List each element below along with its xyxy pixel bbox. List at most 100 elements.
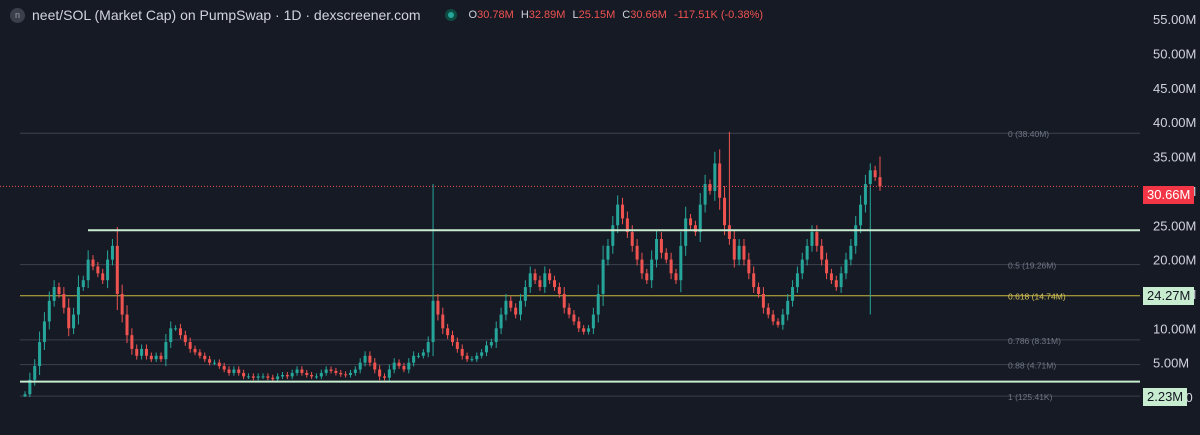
candle-body [169,328,173,343]
candle-body [757,287,761,294]
candle-body [703,184,707,205]
candle-body [106,259,110,281]
candle-body [188,342,192,349]
candle-body [849,245,853,260]
lower-level-tag[interactable]: 2.23M [1143,388,1188,406]
candle-body [363,355,367,363]
candle-body [659,238,663,253]
candle-body [698,204,702,233]
candle-body [650,259,654,281]
fib-level-label: 0.5 (19.26M) [1008,261,1056,271]
candle-body [732,238,736,260]
candle-body [261,376,265,378]
candle-body [436,300,440,315]
candle-body [344,374,348,376]
candle-body [786,300,790,315]
candle-body [557,287,561,294]
y-tick-label: 35.00M [1153,150,1196,165]
candle-body [23,394,27,397]
fib-level-label: 0 (38.40M) [1008,129,1049,139]
candle-body [562,293,566,308]
current-price-tag[interactable]: 30.66M [1143,186,1195,204]
candle-body [110,245,114,260]
candle-body [489,342,493,346]
candle-body [159,355,163,360]
candle-body [47,300,51,322]
candle-body [854,225,858,246]
ohlc-low-value: 25.15M [578,9,616,21]
candle-body [203,355,207,360]
candle-body [815,232,819,246]
candle-body [144,348,148,356]
candle-body [708,184,712,191]
candle-body [460,348,464,356]
candle-body [242,372,246,377]
fib-level-label: 0.88 (4.71M) [1008,361,1056,371]
candle-body [878,177,882,187]
candle-body [805,245,809,260]
candle-body [737,245,741,260]
candle-body [33,366,37,380]
candle-body [674,273,678,281]
candle-body [504,300,508,315]
ohlc-readout: O30.78M H32.89M L25.15M C30.66M -117.51K… [469,9,763,21]
ohlc-open-key: O [468,9,478,21]
y-tick-label: 10.00M [1153,321,1196,336]
candle-body [499,314,503,329]
candle-body [791,287,795,301]
candle-body [640,259,644,274]
candle-body [154,355,158,360]
candle-body [625,218,629,233]
candle-body [616,204,620,226]
candle-body [825,259,829,274]
fib-level-label: 0.786 (8.31M) [1008,336,1061,346]
candle-body [771,314,775,322]
candle-body [742,245,746,260]
candle-body [868,170,872,185]
candle-body [285,375,289,377]
candle-body [820,245,824,260]
candle-body [450,335,455,343]
candle-body [28,379,32,395]
ohlc-low-key: L [572,9,579,21]
candle-body [227,369,231,373]
candle-body [353,369,357,373]
candle-body [232,369,236,373]
candle-body [601,259,605,294]
y-tick-label: 40.00M [1153,115,1196,130]
candle-body [57,287,61,294]
candle-body [630,232,634,246]
candle-body [494,328,498,343]
ohlc-close-key: C [622,9,631,21]
candle-body [863,184,867,205]
candle-body [125,314,129,336]
candle-body [810,232,814,246]
candle-body [426,342,430,353]
y-tick-label: 45.00M [1153,81,1196,96]
ohlc-high-key: H [520,9,529,21]
candle-body [358,362,362,370]
candle-body [684,218,688,246]
candle-body [183,335,187,343]
candle-body [553,280,557,288]
candle-body [217,362,221,367]
candle-body [519,300,523,315]
y-tick-label: 25.00M [1153,218,1196,233]
candle-body [577,321,581,329]
candle-body [766,307,770,315]
candle-body [387,369,391,378]
candle-body [38,342,42,367]
candle-body [446,328,450,336]
candle-body [416,355,421,357]
upper-level-tag[interactable]: 24.27M [1143,287,1195,305]
candle-body [276,376,280,380]
candle-body [484,345,489,353]
candle-body [402,366,406,370]
candle-body [606,245,610,260]
candle-body [591,314,595,329]
candle-body [596,293,600,315]
candle-body [800,259,804,274]
candle-body [222,366,226,370]
candle-body [314,376,318,378]
